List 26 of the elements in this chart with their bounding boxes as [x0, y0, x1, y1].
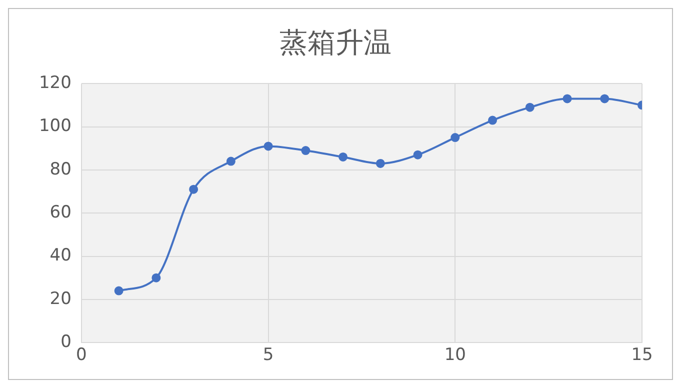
point: [226, 156, 236, 166]
point: [413, 150, 422, 160]
point: [600, 94, 610, 104]
point: [450, 133, 460, 142]
chart-title: 蒸箱升温: [280, 26, 392, 60]
point: [189, 184, 198, 194]
point: [338, 152, 348, 162]
y-tick-label: 40: [50, 246, 72, 266]
point: [562, 94, 572, 104]
x-tick-label: 10: [444, 345, 466, 366]
y-tick-label: 60: [50, 202, 72, 223]
y-tick-label: 0: [60, 332, 72, 352]
point: [376, 158, 385, 168]
y-tick-label: 80: [50, 159, 72, 180]
point: [525, 102, 534, 112]
point: [152, 273, 161, 282]
y-tick-label: 20: [50, 288, 72, 309]
x-tick-label: 15: [631, 345, 653, 366]
y-tick-label: 120: [38, 73, 72, 94]
point: [301, 146, 310, 156]
x-tick-label: 0: [76, 345, 87, 366]
point: [488, 116, 498, 125]
point: [114, 286, 124, 296]
point: [264, 142, 273, 151]
x-tick-label: 5: [262, 345, 274, 366]
y-tick-label: 100: [38, 116, 72, 136]
